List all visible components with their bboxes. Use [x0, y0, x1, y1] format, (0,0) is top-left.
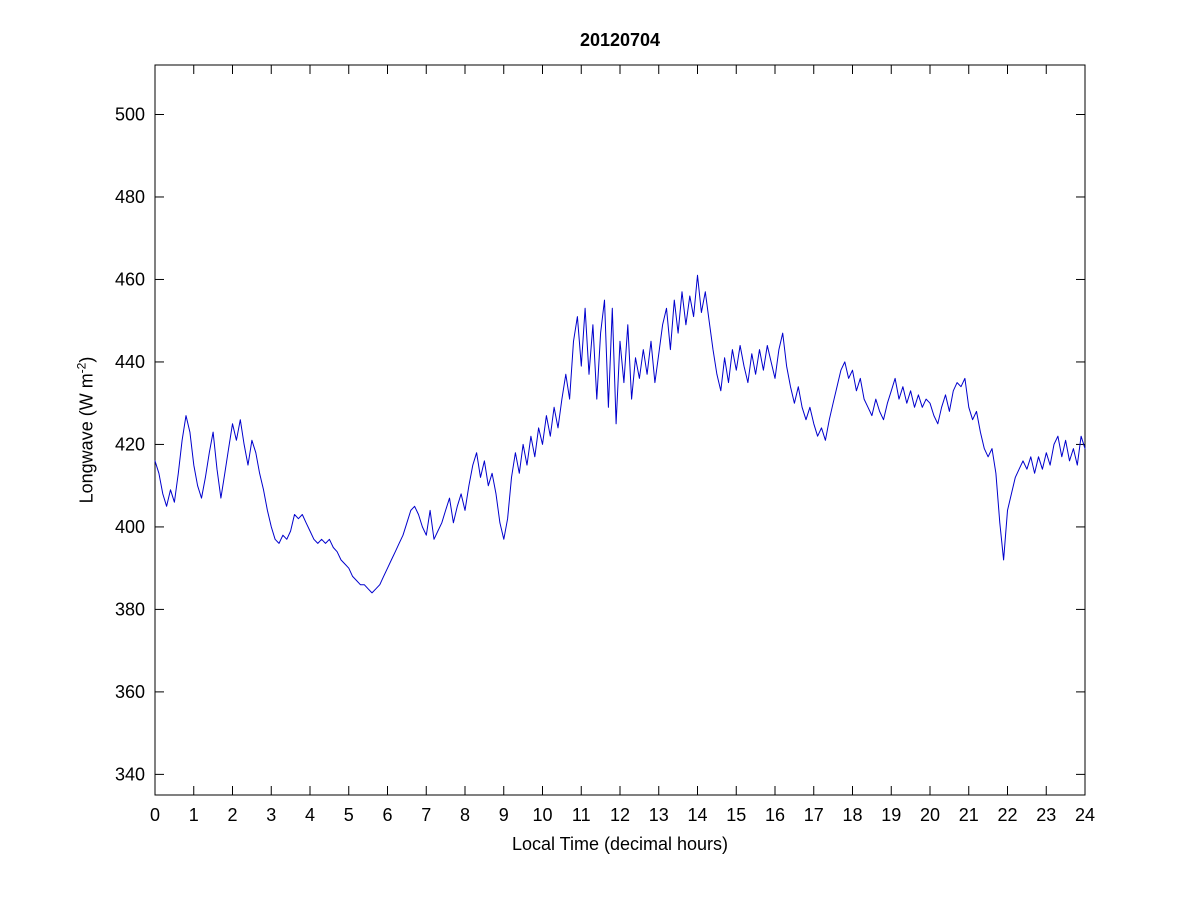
data-line-longwave	[154, 274, 1086, 594]
x-tick-label: 7	[421, 805, 431, 825]
x-tick-label: 0	[150, 805, 160, 825]
x-tick-label: 12	[610, 805, 630, 825]
x-tick-label: 13	[649, 805, 669, 825]
y-axis-label-text: Longwave (W m	[76, 373, 97, 504]
axis-box	[154, 64, 1086, 796]
y-tick-label: 500	[115, 104, 145, 124]
y-axis-label: Longwave (W m-2)	[75, 357, 98, 504]
y-tick-label: 460	[115, 269, 145, 289]
y-tick-label: 380	[115, 599, 145, 619]
x-tick-label: 19	[881, 805, 901, 825]
x-tick-label: 9	[499, 805, 509, 825]
x-tick-label: 17	[804, 805, 824, 825]
chart-title: 20120704	[579, 30, 661, 50]
y-tick-label: 360	[115, 682, 145, 702]
y-tick-label: 420	[115, 434, 145, 454]
x-tick-label: 21	[959, 805, 979, 825]
x-tick-label: 8	[460, 805, 470, 825]
y-tick-label: 340	[115, 764, 145, 784]
x-tick-label: 10	[532, 805, 552, 825]
x-tick-label: 6	[382, 805, 392, 825]
x-tick-label: 18	[842, 805, 862, 825]
x-tick-label: 23	[1036, 805, 1056, 825]
x-tick-label: 20	[920, 805, 940, 825]
y-tick-label: 400	[115, 517, 145, 537]
y-tick-label: 480	[115, 187, 145, 207]
x-axis-label: Local Time (decimal hours)	[511, 834, 729, 854]
y-tick-label: 440	[115, 352, 145, 372]
x-tick-label: 5	[344, 805, 354, 825]
x-tick-label: 2	[227, 805, 237, 825]
x-tick-label: 15	[726, 805, 746, 825]
x-tick-label: 4	[305, 805, 315, 825]
y-axis-label-close: )	[76, 356, 97, 363]
x-tick-label: 24	[1075, 805, 1095, 825]
x-tick-label: 11	[572, 805, 591, 825]
x-tick-label: 16	[765, 805, 785, 825]
x-tick-label: 1	[189, 805, 199, 825]
x-tick-label: 14	[687, 805, 707, 825]
y-axis-label-superscript: -2	[74, 362, 89, 374]
x-tick-label: 22	[997, 805, 1017, 825]
x-tick-label: 3	[266, 805, 276, 825]
